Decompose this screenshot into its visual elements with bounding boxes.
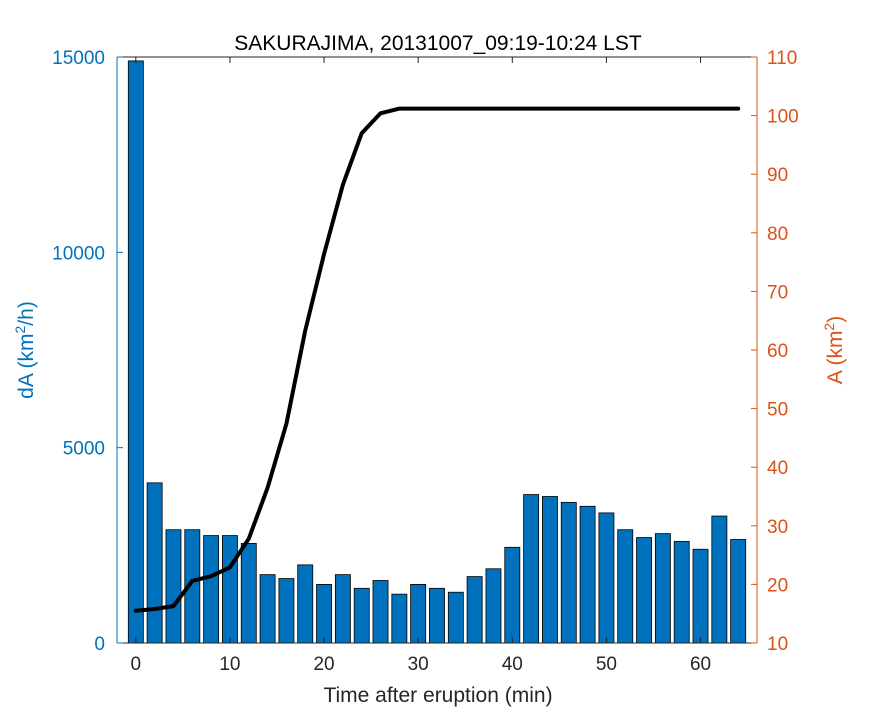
- line-series: [133, 106, 741, 613]
- bar: [447, 591, 464, 644]
- cumulative-area-line: [133, 106, 741, 613]
- bar: [429, 587, 445, 644]
- y-right-tick-label: 70: [767, 282, 788, 303]
- chart-title: SAKURAJIMA, 20131007_09:19-10:24 LST: [234, 32, 642, 55]
- y-left-tick-label: 5000: [63, 439, 105, 460]
- y-axis-right-label: A (km2): [821, 316, 847, 384]
- bar: [410, 584, 427, 644]
- x-axis-label: Time after eruption (min): [323, 684, 552, 707]
- bar: [278, 578, 295, 644]
- bar: [598, 512, 615, 644]
- bar: [504, 546, 521, 644]
- bar: [203, 535, 220, 644]
- bar: [542, 496, 558, 644]
- y-right-tick-label: 90: [767, 165, 788, 186]
- bar: [523, 494, 540, 644]
- bar: [146, 482, 163, 644]
- bar: [316, 584, 332, 644]
- x-tick-label: 20: [313, 654, 334, 675]
- y-right-tick-label: 100: [767, 107, 799, 128]
- bar: [654, 533, 671, 644]
- y-left-tick-label: 0: [94, 634, 105, 655]
- y-right-tick-label: 40: [767, 458, 788, 479]
- x-tick-label: 10: [219, 654, 240, 675]
- y-left-tick-label: 15000: [52, 48, 105, 69]
- bar: [259, 574, 276, 644]
- x-tick-label: 0: [131, 654, 142, 675]
- bar: [127, 60, 144, 644]
- bar: [353, 587, 370, 644]
- y-right-tick-label: 10: [767, 634, 788, 655]
- y-right-tick-label: 20: [767, 575, 788, 596]
- bar: [334, 574, 351, 644]
- bars-series: [127, 60, 747, 644]
- bar: [466, 576, 483, 644]
- y-right-tick-label: 110: [767, 48, 797, 69]
- axes: 0 10 20 30 40 50 60 0 5000 10000 15000 10 20 30 40 50 60…: [52, 48, 799, 675]
- y-right-tick-label: 80: [767, 224, 788, 245]
- bar: [165, 529, 182, 644]
- y-right-tick-label: 60: [767, 341, 788, 362]
- y-right-tick-label: 30: [767, 517, 788, 538]
- bar: [730, 539, 747, 644]
- bar: [372, 580, 389, 644]
- x-tick-label: 60: [690, 654, 711, 675]
- bar: [297, 564, 314, 644]
- bar: [673, 541, 690, 644]
- bar: [222, 535, 238, 644]
- bar: [617, 529, 634, 644]
- bar: [560, 501, 577, 644]
- bar: [692, 548, 709, 644]
- bar: [240, 542, 257, 644]
- y-right-tick-label: 50: [767, 400, 788, 421]
- bar: [711, 515, 728, 644]
- bar: [485, 568, 502, 644]
- bar: [579, 505, 596, 644]
- y-axis-left-label: dA (km2/h): [12, 301, 38, 399]
- x-tick-label: 40: [502, 654, 523, 675]
- x-tick-label: 50: [596, 654, 617, 675]
- bar: [636, 537, 652, 644]
- bar: [391, 593, 408, 644]
- x-tick-label: 30: [408, 654, 429, 675]
- y-left-tick-label: 10000: [52, 243, 105, 264]
